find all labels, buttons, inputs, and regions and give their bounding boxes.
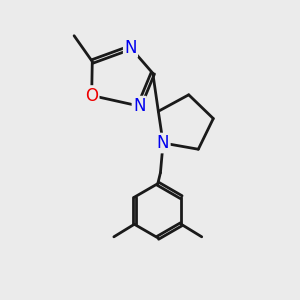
- Text: N: N: [157, 134, 169, 152]
- Text: N: N: [133, 97, 146, 115]
- Text: N: N: [124, 39, 137, 57]
- Text: O: O: [85, 86, 98, 104]
